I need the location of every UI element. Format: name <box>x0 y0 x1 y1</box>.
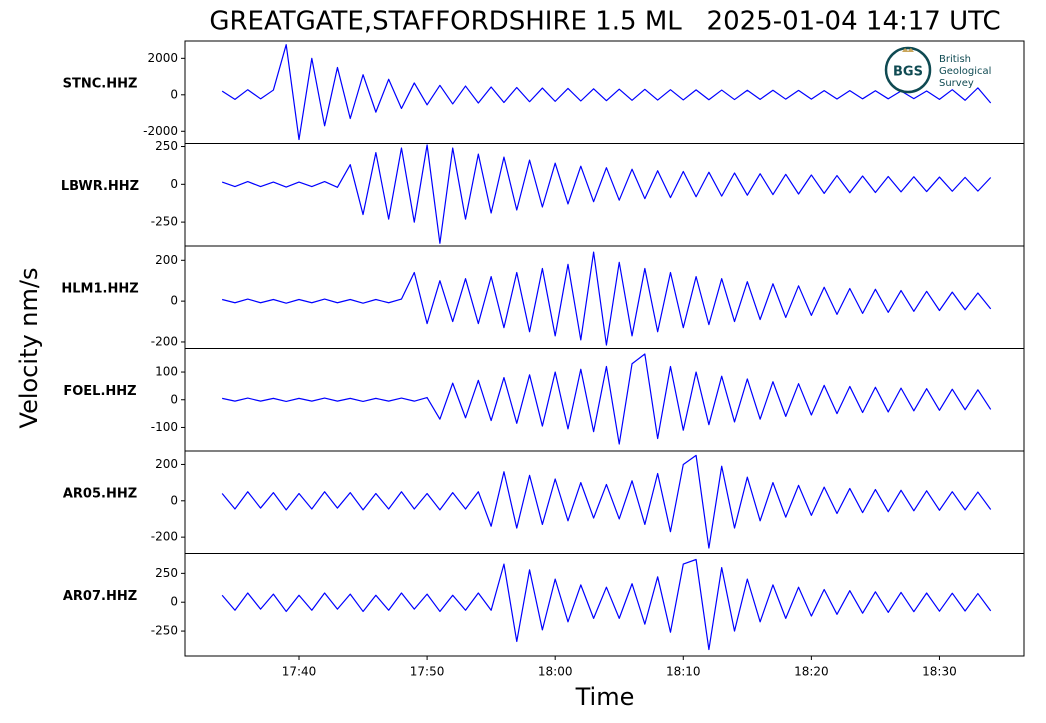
y-tick-label: 0 <box>170 294 178 308</box>
x-tick-label: 17:50 <box>410 665 445 679</box>
y-tick-label: 2000 <box>147 51 178 65</box>
logo-text: Geological <box>939 66 991 77</box>
logo-abbr: BGS <box>893 65 923 80</box>
y-tick-label: 0 <box>170 177 178 191</box>
panel-frame <box>184 348 1025 452</box>
x-tick-label: 18:30 <box>922 665 957 679</box>
y-tick-label: 250 <box>155 566 178 580</box>
y-tick-label: 250 <box>155 139 178 153</box>
chart-title: GREATGATE,STAFFORDSHIRE 1.5 ML 2025-01-0… <box>209 7 1000 37</box>
panel-frame <box>184 143 1025 247</box>
logo-ring <box>884 46 932 94</box>
trace <box>221 144 992 244</box>
station-label: FOEL.HHZ <box>63 384 136 399</box>
y-tick-label: 200 <box>155 253 178 267</box>
y-tick-label: 0 <box>170 87 178 101</box>
x-tick-label: 18:10 <box>666 665 701 679</box>
y-tick-label: -200 <box>151 530 178 544</box>
logo-text: Survey <box>939 78 974 89</box>
y-tick-label: 0 <box>170 595 178 609</box>
trace <box>222 251 992 346</box>
y-tick-label: -200 <box>151 334 178 348</box>
station-label: STNC.HHZ <box>63 77 138 92</box>
trace <box>221 454 992 549</box>
panel-frame <box>184 450 1025 554</box>
trace <box>221 558 992 651</box>
x-tick-label: 18:20 <box>794 665 829 679</box>
y-tick-label: -100 <box>151 420 178 434</box>
station-label: HLM1.HHZ <box>61 282 138 297</box>
y-tick-label: 0 <box>170 493 178 507</box>
x-axis-label: Time <box>575 683 635 711</box>
x-tick-label: 17:40 <box>282 665 317 679</box>
trace <box>221 44 992 141</box>
logo-text: British <box>939 54 971 65</box>
y-tick-label: -250 <box>151 624 178 638</box>
y-tick-label: 100 <box>155 365 178 379</box>
station-label: AR05.HHZ <box>63 487 137 502</box>
y-tick-label: -250 <box>151 215 178 229</box>
trace <box>222 353 992 445</box>
station-label: LBWR.HHZ <box>61 179 139 194</box>
logo-crown <box>902 48 914 52</box>
x-tick-label: 18:00 <box>538 665 573 679</box>
y-tick-label: -2000 <box>143 124 178 138</box>
logo: BGS British Geological Survey <box>884 46 991 94</box>
y-tick-label: 200 <box>155 457 178 471</box>
station-label: AR07.HHZ <box>63 589 137 604</box>
y-tick-label: 0 <box>170 392 178 406</box>
panel-frame <box>184 553 1025 657</box>
y-axis-label: Velocity nm/s <box>15 268 43 429</box>
